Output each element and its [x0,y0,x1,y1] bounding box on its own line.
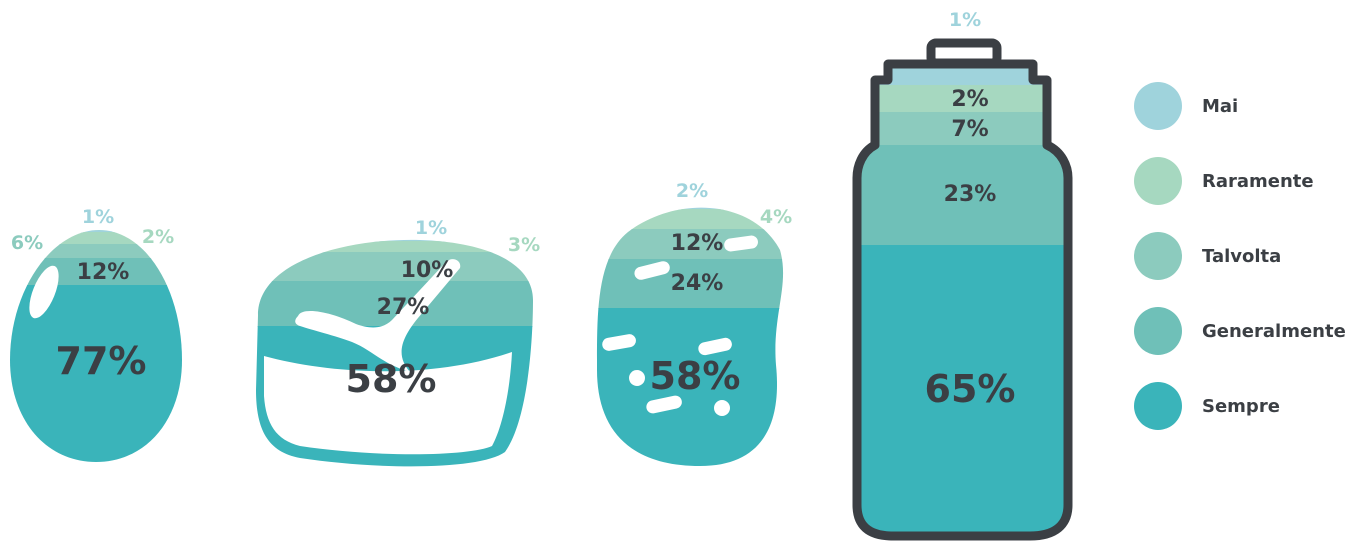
legend-label-generalmente: Generalmente [1202,321,1346,342]
egg-label-sempre: 77% [56,339,147,383]
legend-swatch-raramente [1134,157,1182,205]
legend-item-raramente: Raramente [1134,157,1314,205]
steak-bone [295,259,461,372]
legend-label-sempre: Sempre [1202,396,1280,417]
legend-swatch-generalmente [1134,307,1182,355]
milk-segment-sempre [857,245,1068,536]
steak-segment-mai [256,239,533,242]
steak-fat-band [264,352,512,455]
steak-label-generalmente: 27% [377,295,430,320]
legend-item-sempre: Sempre [1134,382,1280,430]
egg-segment-mai [10,230,182,233]
steak-label-raramente: 3% [508,234,540,256]
egg-pictogram: 1% 2% 6% 12% 77% [10,206,182,462]
legend-item-generalmente: Generalmente [1134,307,1346,355]
potato-label-sempre: 58% [650,354,741,398]
milk-label-generalmente: 23% [944,182,997,207]
egg-label-raramente: 2% [142,226,174,248]
egg-label-generalmente: 12% [77,260,130,285]
steak-label-mai: 1% [415,217,447,239]
legend-label-talvolta: Talvolta [1202,246,1281,267]
steak-segment-raramente [256,241,533,253]
egg-highlight [29,265,59,319]
steak-segment-talvolta [256,252,533,282]
steak-label-talvolta: 10% [401,258,454,283]
egg-label-mai: 1% [82,206,114,228]
milk-label-talvolta: 7% [951,117,988,142]
legend-swatch-talvolta [1134,232,1182,280]
legend-swatch-mai [1134,82,1182,130]
milk-label-raramente: 2% [951,87,988,112]
potato-pictogram: 2% 4% 12% 24% 58% [596,180,792,466]
legend: Mai Raramente Talvolta Generalmente Semp… [1134,82,1346,430]
milk-label-sempre: 65% [925,367,1016,411]
milk-can-outline [852,38,1073,541]
legend-item-talvolta: Talvolta [1134,232,1281,280]
potato-label-raramente: 4% [760,206,792,228]
milk-segment-mai [857,64,1068,86]
milk-can-pictogram: 1% 2% 7% 23% 65% [852,9,1073,541]
egg-label-talvolta: 6% [11,232,43,254]
milk-segment-generalmente [857,145,1068,246]
legend-swatch-sempre [1134,382,1182,430]
legend-item-mai: Mai [1134,82,1238,130]
milk-label-mai: 1% [949,9,981,31]
potato-label-talvolta: 12% [671,231,724,256]
potato-eyes [602,235,758,416]
potato-label-mai: 2% [676,180,708,202]
milk-segment-raramente [857,85,1068,113]
potato-segment-mai [596,207,784,210]
steak-label-sempre: 58% [346,357,437,401]
legend-label-raramente: Raramente [1202,171,1314,192]
potato-label-generalmente: 24% [671,271,724,296]
milk-segment-talvolta [857,112,1068,146]
steak-pictogram: 1% 3% 10% 27% 58% [256,217,540,467]
legend-label-mai: Mai [1202,96,1238,117]
potato-segment-talvolta [596,259,784,309]
